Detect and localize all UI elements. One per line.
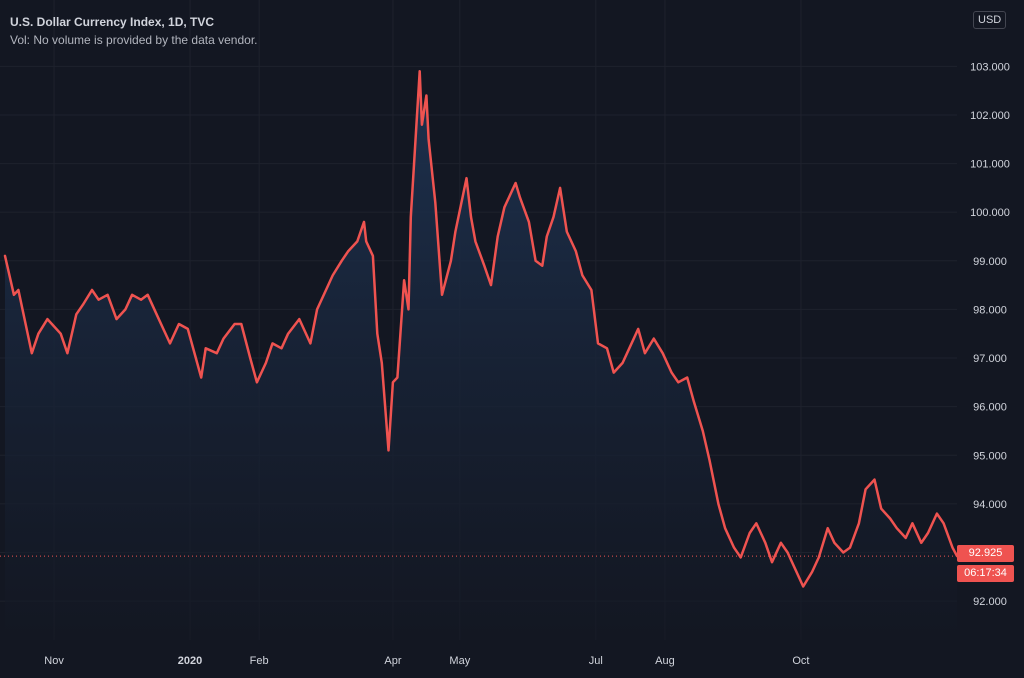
currency-badge[interactable]: USD: [973, 11, 1007, 29]
price-area-fill: [5, 71, 957, 640]
x-tick-label: Apr: [384, 655, 401, 667]
x-tick-label: Feb: [250, 655, 269, 667]
y-tick-label: 102.000: [970, 110, 1010, 122]
y-tick-label: 101.000: [970, 159, 1010, 171]
y-tick-label: 100.000: [970, 207, 1010, 219]
volume-note: Vol: No volume is provided by the data v…: [10, 33, 258, 47]
x-tick-label: Aug: [655, 655, 675, 667]
price-line: [3, 69, 959, 588]
y-tick-label: 98.000: [973, 304, 1007, 316]
y-tick-label: 103.000: [970, 61, 1010, 73]
last-price-label: 92.925: [957, 545, 1014, 562]
time-axis[interactable]: Nov 2020 Feb Apr May Jul Aug Oct: [44, 655, 809, 667]
x-tick-label: 2020: [178, 655, 202, 667]
y-tick-label: 97.000: [973, 353, 1007, 365]
chart-legend: U.S. Dollar Currency Index, 1D, TVC Vol:…: [10, 13, 257, 49]
x-tick-label: May: [449, 655, 470, 667]
price-axis[interactable]: 92.00093.00094.00095.00096.00097.00098.0…: [970, 61, 1010, 608]
y-tick-label: 96.000: [973, 402, 1007, 414]
symbol-title[interactable]: U.S. Dollar Currency Index, 1D, TVC: [10, 15, 215, 29]
y-tick-label: 95.000: [973, 450, 1007, 462]
bar-countdown-label: 06:17:34: [957, 565, 1014, 582]
y-tick-label: 94.000: [973, 499, 1007, 511]
x-tick-label: Jul: [589, 655, 603, 667]
x-tick-label: Oct: [792, 655, 809, 667]
y-tick-label: 99.000: [973, 256, 1007, 268]
y-tick-label: 92.000: [973, 596, 1007, 608]
x-tick-label: Nov: [44, 655, 64, 667]
